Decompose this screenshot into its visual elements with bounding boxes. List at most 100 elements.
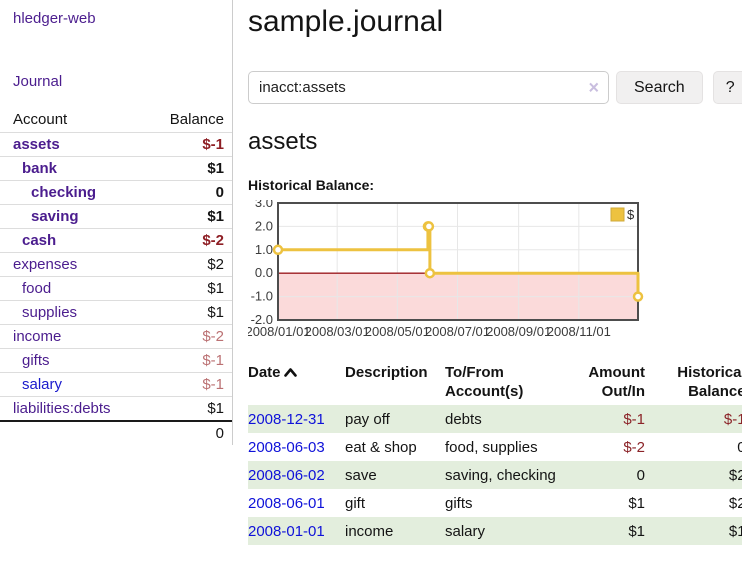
y-tick-label: 2.0 <box>255 218 273 233</box>
transaction-date-link[interactable]: 2008-06-01 <box>248 495 325 512</box>
account-balance: $2 <box>141 252 232 277</box>
transaction-date-link[interactable]: 2008-01-01 <box>248 523 325 540</box>
help-button[interactable]: ? <box>712 71 742 104</box>
account-row: saving $1 <box>0 204 232 229</box>
page: hledger-web Journal Account Balance asse… <box>0 0 742 545</box>
transaction-accounts: gifts <box>445 495 473 512</box>
account-link[interactable]: food <box>22 280 52 297</box>
data-point <box>632 291 644 302</box>
sidebar: hledger-web Journal Account Balance asse… <box>0 0 233 445</box>
account-balance: $1 <box>141 204 232 229</box>
x-tick-label: 2008/01/01 <box>248 324 311 339</box>
data-point <box>423 221 435 232</box>
transaction-date-link[interactable]: 2008-06-03 <box>248 439 325 456</box>
transaction-accounts: saving, checking <box>445 467 556 484</box>
accounts-total-value: 0 <box>141 420 232 445</box>
account-row: food $1 <box>0 276 232 301</box>
account-balance: 0 <box>141 180 232 205</box>
search-input-wrap: × <box>248 71 609 104</box>
accounts-header-account: Account <box>13 111 68 128</box>
legend-swatch <box>610 207 625 222</box>
table-row[interactable]: 2008-06-02 save saving, checking 0 $2 <box>248 461 742 489</box>
search-form: × Search ? <box>248 71 742 104</box>
account-row: liabilities:debts $1 <box>0 396 232 421</box>
accounts-table: Account Balance assets $-1 bank $1 checking 0… <box>0 108 232 445</box>
account-row: gifts $-1 <box>0 348 232 373</box>
y-tick-label: -1.0 <box>251 289 273 304</box>
register-header-accounts: To/From Account(s) <box>445 364 524 400</box>
account-link[interactable]: supplies <box>22 304 78 321</box>
account-balance: $-1 <box>141 372 232 397</box>
table-row[interactable]: 2008-06-03 eat & shop food, supplies $-2 0 <box>248 433 742 461</box>
register-header-amount: Amount Out/In <box>588 364 645 400</box>
account-link[interactable]: bank <box>22 160 58 177</box>
app-title-link[interactable]: hledger-web <box>13 10 96 27</box>
legend-label: $ <box>627 207 635 222</box>
x-tick-label: 2008/07/01 <box>425 324 490 339</box>
account-row: salary $-1 <box>0 372 232 397</box>
table-row[interactable]: 2008-12-31 pay off debts $-1 $-1 <box>248 405 742 433</box>
search-input[interactable] <box>248 71 609 104</box>
account-balance: $1 <box>141 300 232 325</box>
account-link[interactable]: liabilities:debts <box>13 400 111 417</box>
chart-svg: $3.0 2.0 1.0 0.0 -1.0 -2.02008/01/012008/03/0… <box>248 200 644 339</box>
transaction-date-link[interactable]: 2008-06-02 <box>248 467 325 484</box>
account-link[interactable]: income <box>13 328 62 345</box>
transaction-amount: $1 <box>628 523 645 540</box>
transaction-accounts: food, supplies <box>445 439 538 456</box>
page-title: sample.journal <box>248 5 444 38</box>
account-row: assets $-1 <box>0 132 232 157</box>
x-tick-label: 2008/09/01 <box>486 324 551 339</box>
table-row[interactable]: 2008-01-01 income salary $1 $1 <box>248 517 742 545</box>
transaction-description: income <box>345 523 394 540</box>
transaction-balance: $-1 <box>723 411 742 428</box>
transaction-accounts: salary <box>445 523 486 540</box>
data-point <box>272 244 284 256</box>
account-link[interactable]: cash <box>22 232 57 249</box>
account-row: supplies $1 <box>0 300 232 325</box>
clear-search-icon[interactable]: × <box>588 77 599 98</box>
table-row[interactable]: 2008-06-01 gift gifts $1 $2 <box>248 489 742 517</box>
y-tick-label: 1.0 <box>255 242 273 257</box>
y-tick-label: 3.0 <box>255 200 273 210</box>
account-link[interactable]: gifts <box>22 352 50 369</box>
account-balance: $1 <box>141 156 232 181</box>
search-button[interactable]: Search <box>616 71 703 104</box>
register-table-body: 2008-12-31 pay off debts $-1 $-1 2008-06-03 ea… <box>248 405 742 545</box>
account-link[interactable]: checking <box>31 184 97 201</box>
account-link[interactable]: saving <box>31 208 79 225</box>
accounts-header-row: Account Balance <box>0 108 232 133</box>
account-heading: assets <box>248 128 318 155</box>
register-header-date[interactable]: Date <box>248 361 345 405</box>
sidebar-item-journal[interactable]: Journal <box>13 73 63 90</box>
transaction-accounts: debts <box>445 411 482 428</box>
y-tick-label: -2.0 <box>251 312 273 327</box>
account-link[interactable]: assets <box>13 136 60 153</box>
chart-title: Historical Balance: <box>248 177 375 193</box>
transaction-description: gift <box>345 495 366 512</box>
account-balance: $-1 <box>141 348 232 373</box>
account-row: expenses $2 <box>0 252 232 277</box>
transaction-amount: $-2 <box>623 439 645 456</box>
account-link[interactable]: salary <box>22 376 63 393</box>
account-balance: $-2 <box>141 324 232 349</box>
transaction-description: eat & shop <box>345 439 417 456</box>
main-content: sample.journal × Search ? assets Histori… <box>233 0 742 545</box>
transaction-balance: $2 <box>728 467 742 484</box>
account-row: bank $1 <box>0 156 232 181</box>
account-balance: $1 <box>141 396 232 421</box>
transaction-description: save <box>345 467 377 484</box>
transaction-balance: $2 <box>728 495 742 512</box>
register-table: Date Description To/From Account(s) Amou… <box>248 361 742 545</box>
account-balance: $-1 <box>141 132 232 157</box>
x-tick-label: 2008/03/01 <box>305 324 370 339</box>
register-header-balance: Historical Balance <box>677 364 742 400</box>
accounts-header-balance: Balance <box>169 111 224 128</box>
account-link[interactable]: expenses <box>13 256 78 273</box>
data-point <box>424 267 436 279</box>
transaction-date-link[interactable]: 2008-12-31 <box>248 411 325 428</box>
account-balance: $-2 <box>141 228 232 253</box>
transaction-amount: 0 <box>636 467 645 484</box>
account-row: income $-2 <box>0 324 232 349</box>
sort-ascending-icon <box>283 368 297 377</box>
